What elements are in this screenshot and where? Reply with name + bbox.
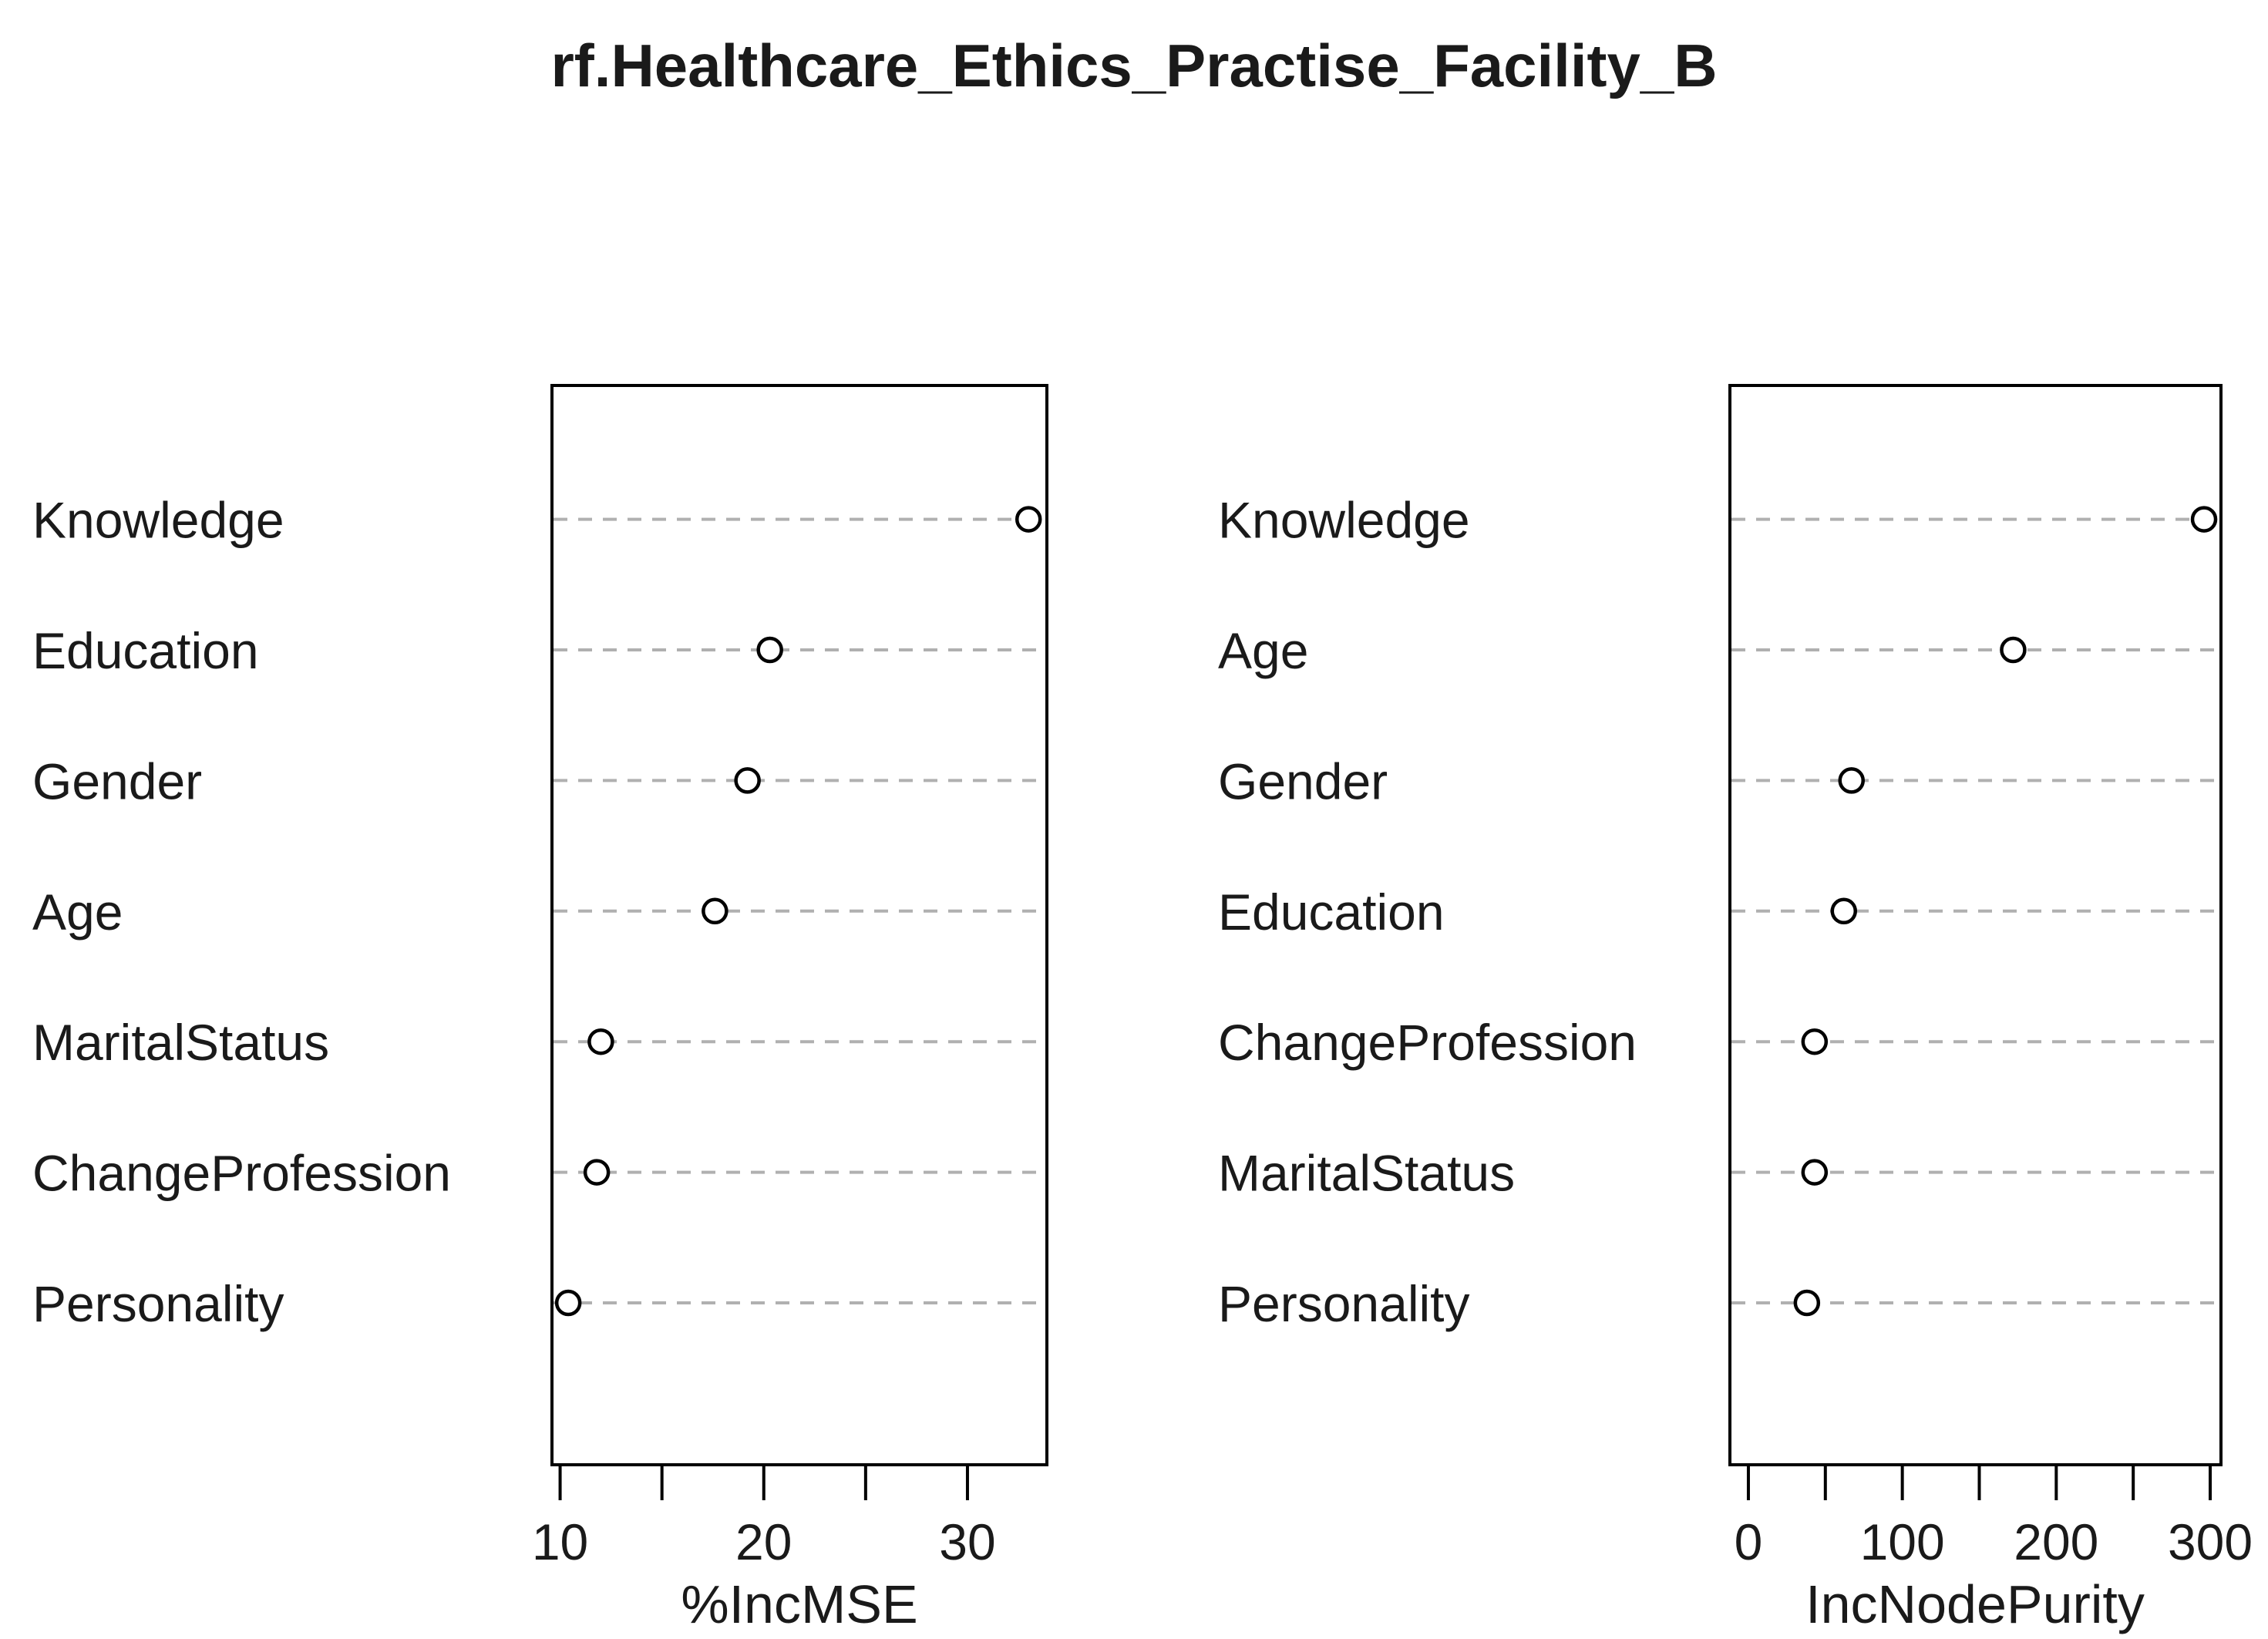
x-axis-title-incnodepurity: IncNodePurity (1805, 1574, 2145, 1634)
data-point (2000, 636, 2027, 664)
category-label: Personality (32, 1275, 284, 1332)
category-label: Knowledge (32, 492, 284, 549)
data-point (1838, 767, 1866, 794)
plot-box (550, 384, 1048, 1466)
data-point (1801, 1159, 1829, 1186)
data-point (583, 1159, 611, 1186)
x-axis-tick-label: 0 (1735, 1513, 1763, 1570)
panel-incmse: 10 20 30 Knowledge Education Gender Age Marital… (32, 384, 1048, 1634)
data-point (554, 1289, 582, 1317)
data-point (756, 636, 783, 664)
panel-incnodepurity: 0 100 200 300 Knowledge Age Gender Education Cha… (1218, 384, 2253, 1634)
panel-incnodepurity-marks: 0 100 200 300 Knowledge Age Gender Education Cha… (1218, 384, 2253, 1570)
x-axis-tick-label: 100 (1860, 1513, 1945, 1570)
x-axis-tick-label: 20 (735, 1513, 792, 1570)
data-point (1830, 897, 1858, 925)
data-point (702, 897, 729, 925)
category-label: Age (1218, 622, 1308, 679)
panel-incmse-marks: 10 20 30 Knowledge Education Gender Age Marital… (32, 384, 1048, 1570)
data-point (1801, 1028, 1829, 1055)
plot-box (1728, 384, 2223, 1466)
data-point (1793, 1289, 1821, 1317)
x-axis-tick-label: 30 (939, 1513, 995, 1570)
x-axis-tick-label: 300 (2168, 1513, 2253, 1570)
x-axis-tick-label: 200 (2014, 1513, 2098, 1570)
category-label: MaritalStatus (1218, 1145, 1515, 1202)
category-label: MaritalStatus (32, 1014, 329, 1071)
category-label: ChangeProfession (32, 1145, 451, 1202)
data-point (2190, 506, 2218, 533)
x-axis-title-incmse: %IncMSE (681, 1574, 917, 1634)
data-point (1015, 506, 1042, 533)
data-point (734, 767, 761, 794)
category-label: Age (32, 883, 123, 941)
x-axis-tick-label: 10 (532, 1513, 588, 1570)
chart-title: rf.Healthcare_Ethics_Practise_Facility_B (550, 32, 1717, 99)
category-label: Gender (1218, 752, 1388, 809)
category-label: Gender (32, 752, 202, 809)
data-point (587, 1028, 614, 1055)
category-label: Education (1218, 883, 1445, 941)
category-label: Education (32, 622, 259, 679)
category-label: Knowledge (1218, 492, 1470, 549)
category-label: Personality (1218, 1275, 1470, 1332)
category-label: ChangeProfession (1218, 1014, 1637, 1071)
